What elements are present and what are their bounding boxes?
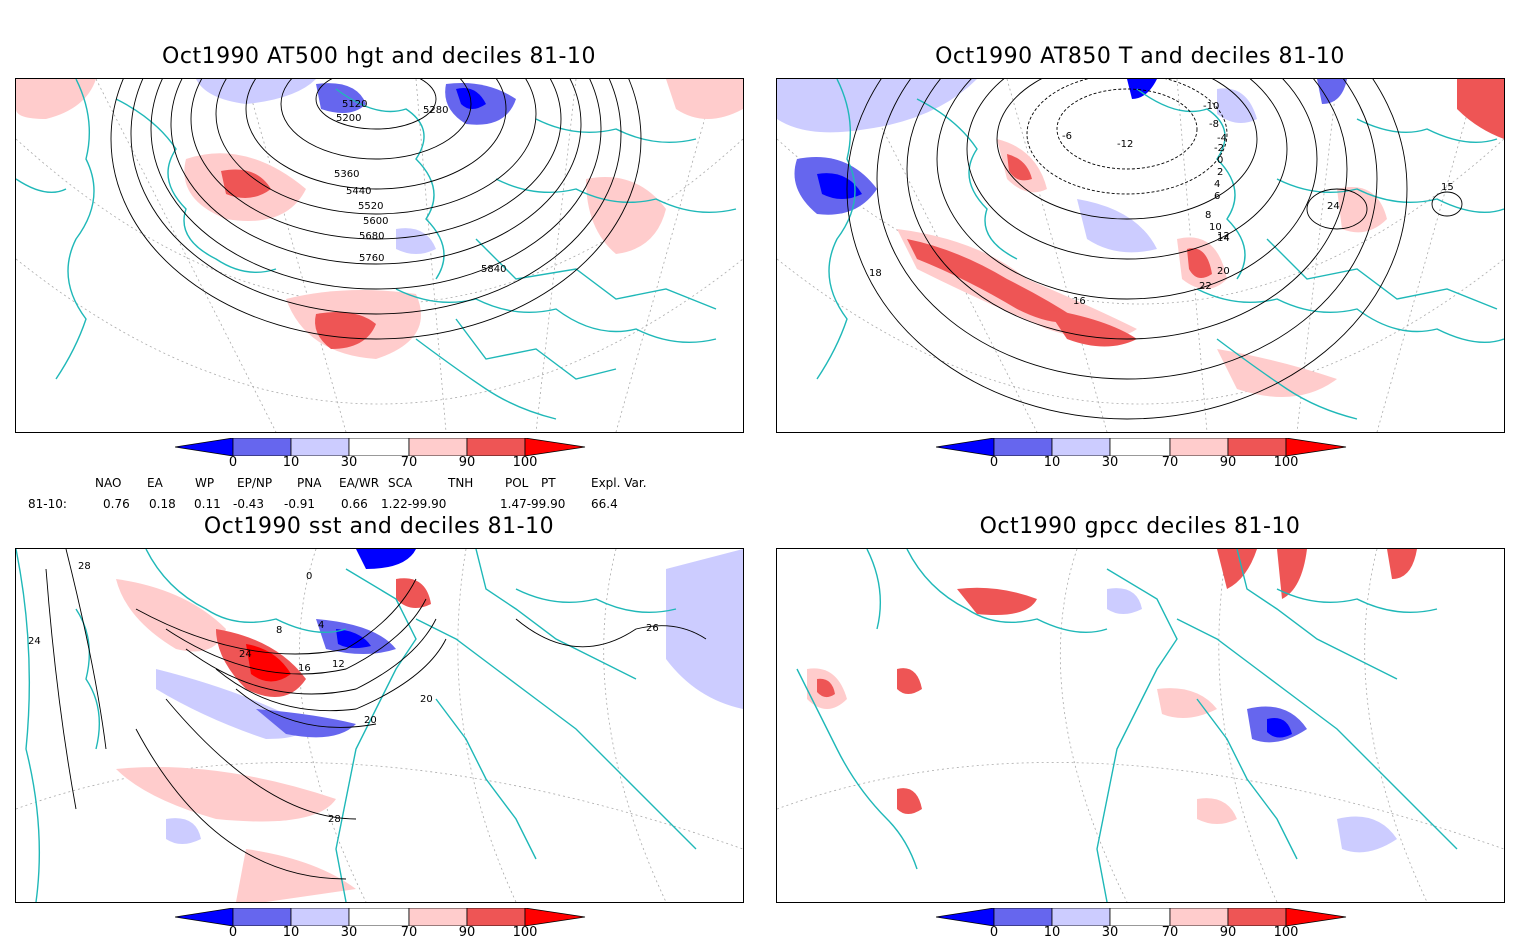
- contour-label: 5520: [358, 201, 383, 212]
- contour-label: 0: [1217, 155, 1223, 166]
- index-value: 0.11: [194, 497, 221, 511]
- contour-label: 15: [1441, 182, 1454, 193]
- contour-label: 5760: [359, 253, 384, 264]
- contour-label: 5360: [334, 169, 359, 180]
- colorbar-tick: 0: [989, 925, 999, 940]
- panel-title-gpcc: Oct1990 gpcc deciles 81-10: [979, 514, 1301, 539]
- contour-label: 6: [1214, 191, 1220, 202]
- index-row-label: 81-10:: [28, 497, 67, 511]
- contour-label: 20: [364, 715, 377, 726]
- contour-label: -10: [1203, 101, 1219, 112]
- contour-label: 4: [318, 620, 324, 631]
- colorbar-tick: 30: [1101, 925, 1119, 940]
- contour-label: 5840: [481, 264, 506, 275]
- contour-label: 22: [1199, 281, 1212, 292]
- colorbar-hgt500: 0 10 30 70 90 100: [175, 438, 595, 472]
- contour-label: 8: [1205, 210, 1211, 221]
- contour-label: 24: [239, 649, 252, 660]
- index-value: -0.43: [233, 497, 265, 511]
- colorbar-sst: 0 10 30 70 90 100: [175, 908, 595, 942]
- contour-label: 8: [276, 625, 282, 636]
- contour-label: 28: [78, 561, 91, 572]
- contour-label: 24: [1327, 201, 1340, 212]
- contour-label: 12: [1217, 231, 1230, 242]
- contour-label: 5120: [342, 99, 367, 110]
- colorbar-tick: 90: [1219, 455, 1237, 470]
- colorbar-tick: 30: [340, 925, 358, 940]
- colorbar-tick: 100: [1273, 925, 1299, 940]
- contour-label: 5440: [346, 186, 371, 197]
- index-value: -0.91: [284, 497, 316, 511]
- contour-label: 14: [1217, 233, 1230, 244]
- index-value: 0.76: [103, 497, 130, 511]
- contour-label: -8: [1209, 119, 1219, 130]
- contour-label: 12: [332, 659, 345, 670]
- index-header: SCA: [388, 476, 413, 490]
- panel-title-t850: Oct1990 AT850 T and deciles 81-10: [935, 44, 1345, 69]
- colorbar-tick: 10: [282, 455, 300, 470]
- colorbar-tick: 10: [282, 925, 300, 940]
- index-value: 66.4: [591, 497, 618, 511]
- contour-label: 5680: [359, 231, 384, 242]
- index-header: EA: [147, 476, 163, 490]
- colorbar-tick: 30: [1101, 455, 1119, 470]
- colorbar-tick: 90: [458, 455, 476, 470]
- colorbar-tick: 90: [458, 925, 476, 940]
- colorbar-tick: 30: [340, 455, 358, 470]
- contour-label: -6: [1062, 131, 1072, 142]
- contour-label: 5200: [336, 113, 361, 124]
- contour-label: 26: [646, 623, 659, 634]
- contour-label: 5280: [423, 105, 448, 116]
- index-value: 0.18: [149, 497, 176, 511]
- index-header: WP: [195, 476, 215, 490]
- colorbar-tick: 100: [512, 925, 538, 940]
- map-panel-t850: -12 -10 -8 -6 -4 -2 0 2 4 6 8 10 12 14 1…: [776, 78, 1505, 433]
- colorbar-t850: 0 10 30 70 90 100: [936, 438, 1356, 472]
- contour-label: 18: [869, 268, 882, 279]
- colorbar-tick: 70: [400, 455, 418, 470]
- contour-label: 0: [306, 571, 312, 582]
- contour-label: 16: [1073, 296, 1086, 307]
- panel-title-hgt500: Oct1990 AT500 hgt and deciles 81-10: [162, 44, 596, 69]
- contour-label: -12: [1117, 139, 1133, 150]
- contour-label: 28: [328, 814, 341, 825]
- index-header: PNA: [297, 476, 322, 490]
- contour-label: -4: [1217, 133, 1227, 144]
- index-header: NAO: [95, 476, 122, 490]
- map-panel-sst: 28 24 0 4 8 12 16 20 24 28 20 26: [15, 548, 744, 903]
- contour-label: 2: [1217, 167, 1223, 178]
- contour-label: 4: [1214, 179, 1220, 190]
- index-value: 0.66: [341, 497, 368, 511]
- map-panel-gpcc: [776, 548, 1505, 903]
- index-header: EA/WR: [339, 476, 380, 490]
- colorbar-tick: 100: [1273, 455, 1299, 470]
- colorbar-tick: 10: [1043, 455, 1061, 470]
- colorbar-tick: 90: [1219, 925, 1237, 940]
- colorbar-tick: 70: [1161, 455, 1179, 470]
- index-header: TNH: [448, 476, 474, 490]
- index-header: PT: [541, 476, 556, 490]
- contour-label: 16: [298, 663, 311, 674]
- colorbar-tick: 70: [1161, 925, 1179, 940]
- contour-label: 10: [1209, 222, 1222, 233]
- colorbar-tick: 10: [1043, 925, 1061, 940]
- index-value: 1.47-99.90: [500, 497, 566, 511]
- index-header: EP/NP: [237, 476, 273, 490]
- contour-label: 20: [420, 694, 433, 705]
- contour-label: 20: [1217, 266, 1230, 277]
- colorbar-tick: 70: [400, 925, 418, 940]
- contour-label: 24: [28, 636, 41, 647]
- index-header: Expl. Var.: [591, 476, 647, 490]
- colorbar-tick: 0: [989, 455, 999, 470]
- colorbar-tick: 0: [228, 455, 238, 470]
- index-value: 1.22-99.90: [381, 497, 447, 511]
- panel-title-sst: Oct1990 sst and deciles 81-10: [203, 514, 555, 539]
- index-header: POL: [505, 476, 529, 490]
- colorbar-tick: 100: [512, 455, 538, 470]
- colorbar-gpcc: 0 10 30 70 90 100: [936, 908, 1356, 942]
- colorbar-tick: 0: [228, 925, 238, 940]
- contour-label: 5600: [363, 216, 388, 227]
- map-panel-hgt500: 5120 5200 5280 5360 5440 5520 5600 5680 …: [15, 78, 744, 433]
- contour-label: -2: [1214, 143, 1224, 154]
